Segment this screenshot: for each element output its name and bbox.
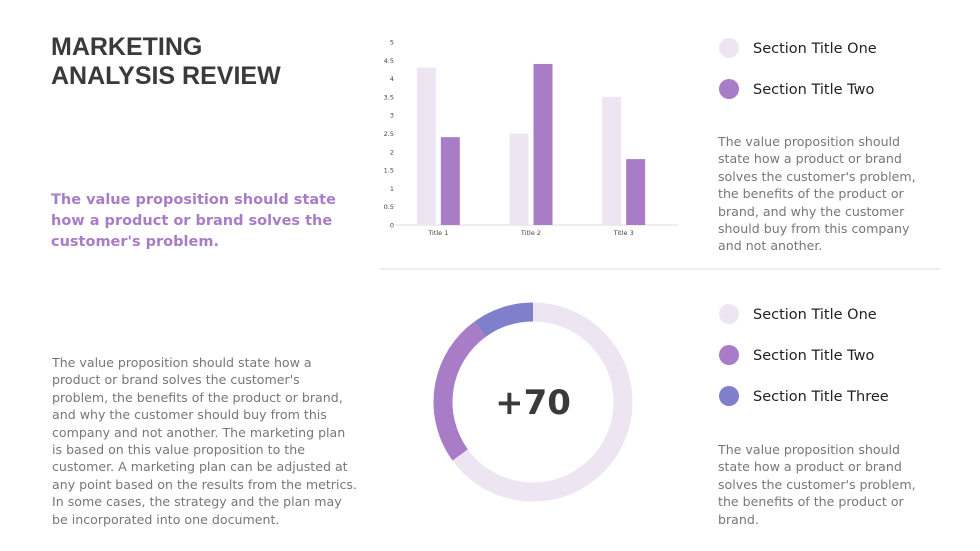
legend-label: Section Title Two — [753, 82, 874, 98]
legend-swatch — [719, 38, 739, 58]
y-tick-label: 1 — [390, 185, 394, 193]
y-tick-label: 0.5 — [384, 203, 394, 211]
legend-swatch — [719, 386, 739, 406]
note-text: The value proposition should state how a… — [718, 442, 916, 527]
legend-swatch — [719, 345, 739, 365]
y-tick-label: 2.5 — [384, 130, 394, 138]
donut-segment — [474, 302, 534, 338]
y-tick-label: 2 — [390, 148, 394, 156]
bar — [440, 137, 460, 225]
x-tick-label: Title 1 — [427, 229, 448, 237]
legend-label: Section Title Three — [753, 389, 889, 405]
body-text: The value proposition should state how a… — [52, 355, 357, 527]
bar — [626, 159, 646, 225]
bar — [533, 63, 553, 226]
y-tick-label: 5 — [390, 39, 394, 47]
legend-label: Section Title One — [753, 307, 877, 323]
legend-swatch — [719, 304, 739, 324]
x-tick-label: Title 3 — [613, 229, 634, 237]
legend-label: Section Title Two — [753, 348, 874, 364]
y-tick-label: 4 — [390, 75, 394, 83]
center-label: +70 — [495, 383, 571, 423]
y-tick-label: 3.5 — [384, 93, 394, 101]
x-tick-label: Title 2 — [520, 229, 541, 237]
donut-segment — [452, 302, 633, 502]
bar — [602, 96, 622, 226]
y-tick-label: 3 — [390, 112, 394, 120]
y-tick-label: 4.5 — [384, 57, 394, 65]
y-tick-label: 0 — [390, 222, 394, 230]
highlight-text: The value proposition should state how a… — [51, 192, 336, 250]
y-tick-label: 1.5 — [384, 167, 394, 175]
bar — [509, 133, 529, 225]
note-text: The value proposition should state how a… — [718, 134, 916, 254]
legend-swatch — [719, 79, 739, 99]
slide-title: MARKETING ANALYSIS REVIEW — [51, 33, 281, 90]
legend-label: Section Title One — [753, 41, 877, 57]
bar — [416, 67, 436, 226]
donut-segment — [433, 321, 486, 461]
